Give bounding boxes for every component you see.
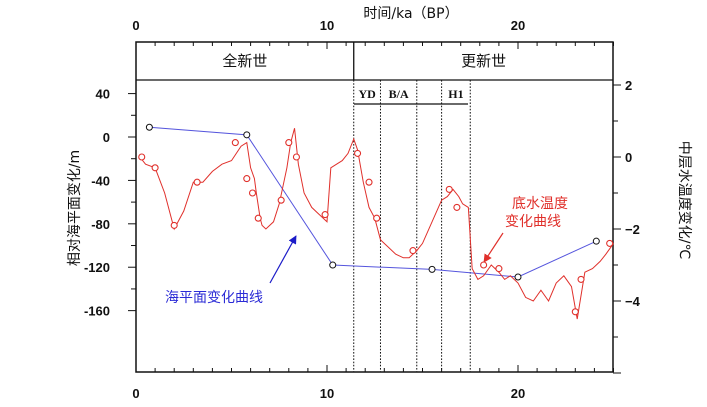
temperature-line (139, 128, 614, 320)
temperature-sample-point (248, 189, 257, 197)
series-layer (138, 123, 614, 320)
y-right-tick-label: −2 (625, 222, 640, 237)
temperature-sample-point (243, 175, 251, 183)
temperature-sample-point (354, 149, 362, 157)
sea-level-curve-label: 海平面变化曲线 (165, 290, 263, 306)
x-bottom-tick-label: 20 (511, 386, 525, 401)
x-axis-ticks: 0 10 20 0 10 20 (132, 18, 614, 401)
x-bottom-tick-label: 0 (132, 386, 139, 401)
band-layer: 全新世 更新世 (222, 42, 506, 80)
event-label: YD (358, 87, 376, 101)
temperature-sample-point (365, 178, 373, 186)
y-left-tick-label: -120 (84, 260, 110, 275)
left-y-axis-title: 相对海平面变化/m (67, 150, 83, 266)
temperature-sample-point (453, 203, 461, 211)
temperature-sample-point (151, 164, 159, 172)
top-x-axis-title: 时间/ka（BP） (363, 6, 458, 22)
temperature-curve-label-line-1: 底水温度 (512, 196, 568, 212)
temperature-sample-point (292, 153, 300, 161)
temperature-sample-point (138, 153, 146, 161)
event-label: B/A (389, 87, 409, 101)
y-right-tick-label: −4 (625, 294, 641, 309)
x-top-tick-label: 20 (511, 18, 525, 33)
sea-level-point (592, 237, 600, 245)
temperature-sample-point (254, 214, 262, 222)
band-label: 全新世 (222, 52, 267, 70)
temperature-sample-point (577, 275, 585, 283)
temperature-sample-point (170, 221, 178, 229)
y-axis-ticks: 40 0 -40 -80 -120 -160 2 0 −2 −4 (84, 78, 641, 374)
y-right-tick-label: 0 (625, 150, 632, 165)
temperature-sample-point (321, 211, 329, 219)
temperature-sample-point (445, 185, 453, 193)
x-top-tick-label: 0 (132, 18, 139, 33)
temperature-sample-point (373, 214, 381, 222)
temperature-sample-point (285, 139, 293, 147)
temperature-sample-point (571, 308, 579, 316)
y-left-tick-label: -40 (91, 173, 110, 188)
temperature-sample-point (480, 261, 488, 269)
temperature-sample-point (606, 239, 614, 247)
temperature-sample-point (231, 139, 239, 147)
event-layer: YD B/A H1 (353, 80, 471, 372)
y-left-tick-label: 40 (96, 87, 110, 102)
sea-level-point (145, 123, 153, 131)
temperature-sample-point (277, 196, 285, 204)
temperature-sample-point (495, 265, 503, 273)
sea-level-line (149, 126, 597, 278)
sea-level-point (329, 261, 337, 269)
plot-frame (135, 41, 614, 373)
y-left-tick-label: 0 (103, 130, 110, 145)
y-left-tick-label: -80 (91, 217, 110, 232)
sea-level-point (428, 265, 436, 273)
sea-level-point (514, 273, 522, 281)
temperature-sample-point (409, 247, 417, 255)
temperature-arrow (483, 232, 504, 263)
right-y-axis-title: 中层水温度变化/℃ (676, 141, 692, 259)
y-left-tick-label: -160 (84, 304, 110, 319)
sea-level-point (243, 131, 251, 139)
x-top-tick-label: 10 (320, 18, 334, 33)
temperature-sample-point (193, 178, 201, 186)
temperature-curve-label-line-2: 变化曲线 (505, 214, 561, 230)
band-label: 更新世 (461, 52, 506, 70)
sea-level-arrow (269, 235, 297, 284)
y-right-tick-label: 2 (625, 78, 632, 93)
x-bottom-tick-label: 10 (320, 386, 334, 401)
event-label: H1 (448, 87, 463, 101)
